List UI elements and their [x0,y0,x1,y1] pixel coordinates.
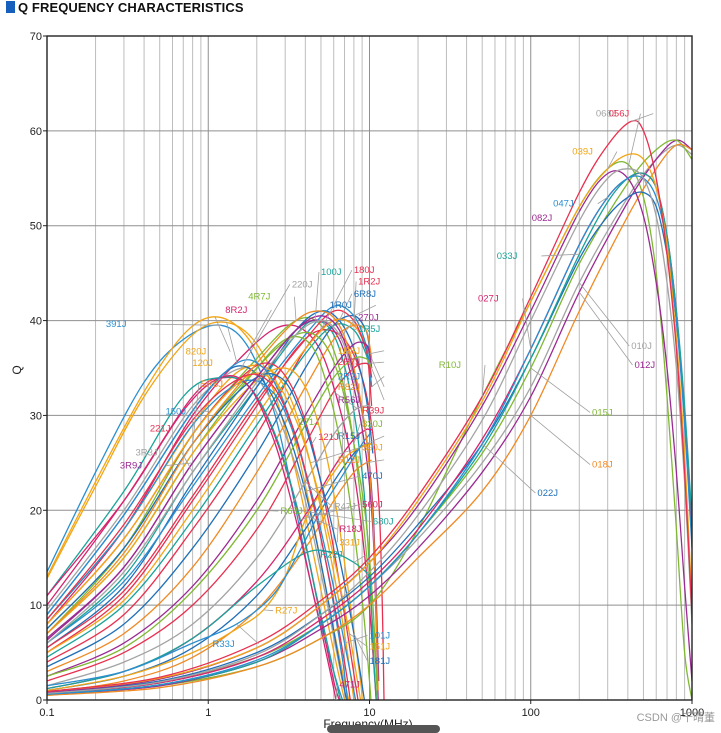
series-label-039J: 039J [572,147,593,158]
series-label-820J: 820J [186,347,207,358]
series-label-022J: 022J [537,488,558,499]
series-label-331J: 331J [339,537,360,548]
series-label-1R2J: 1R2J [358,277,380,288]
series-label-221J: 221J [150,424,171,435]
y-tick-label: 10 [30,600,42,612]
series-label-470J: 470J [362,471,383,482]
series-label-680J: 680J [373,517,394,528]
series-label-390J: 390J [362,443,383,454]
series-label-4R7J: 4R7J [248,292,270,303]
series-label-3R9J: 3R9J [120,461,142,472]
watermark: CSDN @千晴董 [637,709,715,725]
series-label-100J: 100J [321,267,342,278]
x-tick-label: 1 [205,707,211,719]
series-label-012J: 012J [635,360,656,371]
series-label-R10J: R10J [439,360,461,371]
series-label-181J: 181J [370,656,391,667]
series-label-270J: 270J [358,313,379,324]
series-label-R27J: R27J [275,606,297,617]
series-label-271J: 271J [298,417,319,428]
y-tick-label: 70 [30,31,42,43]
series-label-101J: 101J [370,630,391,641]
series-label-R39J: R39J [362,406,384,417]
y-tick-label: 0 [36,695,42,707]
series-label-151J: 151J [370,642,391,653]
y-tick-label: 40 [30,316,42,328]
scroll-indicator[interactable] [327,725,440,733]
series-label-120J: 120J [192,358,213,369]
y-axis-label: Q [10,365,24,374]
series-label-R47J: R47J [334,501,356,512]
series-label-047J: 047J [553,199,574,210]
series-label-R22J: R22J [320,550,342,561]
series-label-R68J: R68J [280,506,302,517]
series-label-1R0J: 1R0J [330,300,352,311]
series-label-R82J: R82J [338,382,360,393]
y-tick-label: 20 [30,505,42,517]
series-label-5R6J: 5R6J [201,379,223,390]
series-label-391J: 391J [106,319,127,330]
series-label-2R2J: 2R2J [338,371,360,382]
series-label-015J: 015J [592,407,613,418]
series-label-1R5J: 1R5J [358,324,380,335]
series-label-R12J: R12J [338,455,360,466]
series-label-121J: 121J [318,432,339,443]
series-label-R18J: R18J [339,524,361,535]
series-label-1R8J: 1R8J [338,346,360,357]
series-label-560J: 560J [362,499,383,510]
series-label-056J: 056J [609,109,630,120]
series-label-033J: 033J [497,251,518,262]
x-tick-label: 100 [522,707,540,719]
x-tick-label: 0.1 [39,707,54,719]
series-label-R15J: R15J [338,431,360,442]
series-label-471J: 471J [339,680,360,691]
series-label-R33J: R33J [212,639,234,650]
y-tick-label: 60 [30,126,42,138]
series-label-220J: 220J [292,279,313,290]
series-label-150J: 150J [165,406,186,417]
series-label-180J: 180J [354,265,375,276]
series-label-6R8J: 6R8J [354,289,376,300]
y-tick-label: 50 [30,221,42,233]
series-label-2R7J: 2R7J [338,357,360,368]
series-label-027J: 027J [478,294,499,305]
series-label-330J: 330J [362,419,383,430]
y-tick-label: 30 [30,410,42,422]
series-label-8R2J: 8R2J [225,305,247,316]
series-label-3R3J: 3R3J [136,447,158,458]
series-label-010J: 010J [631,341,652,352]
series-label-082J: 082J [532,213,553,224]
series-label-018J: 018J [592,460,613,471]
